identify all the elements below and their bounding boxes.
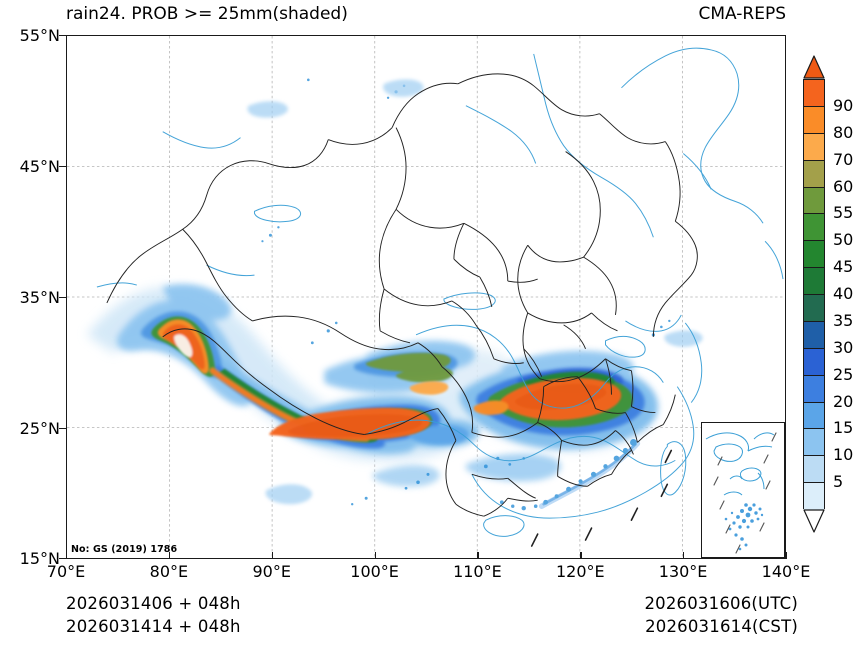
xtick-label-140e: 140°E (761, 562, 811, 581)
colorbar-swatch[interactable] (804, 214, 824, 242)
xtick-label-100e: 100°E (350, 562, 399, 581)
xtick-label-70e: 70°E (46, 562, 86, 581)
colorbar-swatch[interactable] (804, 483, 824, 510)
xtick-mark-110e (477, 552, 479, 559)
hydrography (96, 47, 784, 537)
colorbar-under-arrow-icon (803, 509, 825, 533)
ytick-label-45n: 45°N (19, 157, 60, 176)
colorbar-label: 10 (833, 445, 854, 465)
colorbar-swatch[interactable] (804, 268, 824, 295)
map-plot-area[interactable]: No: GS (2019) 1786 (66, 35, 786, 559)
xtick-mark-70e (66, 552, 68, 559)
colorbar-swatch[interactable] (804, 429, 824, 457)
colorbar-swatches[interactable] (803, 79, 825, 510)
colorbar-swatch[interactable] (804, 106, 824, 134)
xtick-mark-100e (374, 552, 376, 559)
footer-init-cst: 2026031414 + 048h (66, 617, 241, 636)
xtick-mark-90e (271, 552, 274, 559)
model-label: CMA-REPS (698, 4, 786, 24)
map-credit: No: GS (2019) 1786 (71, 544, 178, 555)
probability-colorbar[interactable]: 90 80 70 60 55 50 45 40 35 30 25 20 15 10 5 (803, 55, 853, 533)
footer-init-utc: 2026031406 + 048h (66, 594, 241, 613)
ytick-label-25n: 25°N (19, 419, 60, 438)
ytick-label-55n: 55°N (19, 26, 60, 45)
footer-row-utc: 2026031406 + 048h 2026031606(UTC) (0, 592, 860, 615)
colorbar-label: 90 (833, 95, 854, 115)
ytick-mark-55n (59, 35, 66, 37)
colorbar-swatch[interactable] (804, 402, 824, 430)
colorbar-swatch[interactable] (804, 348, 824, 376)
colorbar-label: 55 (833, 203, 854, 223)
xtick-mark-130e (683, 552, 685, 559)
colorbar-over-arrow-icon (803, 55, 825, 79)
xtick-mark-80e (168, 552, 171, 559)
colorbar-swatch[interactable] (804, 295, 824, 322)
colorbar-swatch[interactable] (804, 241, 824, 269)
colorbar-swatch[interactable] (804, 456, 824, 484)
footer-valid-cst: 2026031614(CST) (645, 617, 798, 636)
colorbar-label: 40 (833, 284, 854, 303)
colorbar-label: 70 (833, 149, 854, 169)
administrative-boundaries (106, 73, 698, 547)
probability-shading (86, 78, 703, 511)
colorbar-swatch[interactable] (804, 321, 824, 349)
colorbar-label: 20 (833, 391, 854, 411)
colorbar-label: 25 (833, 364, 854, 384)
colorbar-label: 45 (833, 257, 854, 277)
colorbar-swatch[interactable] (804, 133, 824, 161)
colorbar-label: 60 (833, 176, 854, 196)
ytick-mark-25n (59, 428, 66, 430)
xtick-label-120e: 120°E (555, 562, 605, 581)
colorbar-label: 50 (833, 230, 854, 250)
colorbar-label: 80 (833, 122, 854, 142)
footer-block: 2026031406 + 048h 2026031606(UTC) 202603… (0, 592, 860, 638)
xtick-label-110e: 110°E (453, 562, 502, 581)
footer-row-cst: 2026031414 + 048h 2026031614(CST) (0, 615, 860, 638)
colorbar-label: 35 (833, 310, 854, 330)
xtick-label-90e: 90°E (252, 562, 291, 581)
colorbar-swatch[interactable] (804, 187, 824, 215)
ytick-mark-15n (59, 558, 66, 560)
ytick-mark-45n (59, 166, 66, 168)
south-china-sea-inset (701, 422, 785, 558)
colorbar-swatch[interactable] (804, 160, 824, 188)
ytick-mark-35n (59, 297, 66, 299)
page-title: rain24. PROB >= 25mm(shaded) (66, 4, 348, 24)
colorbar-swatch[interactable] (804, 375, 824, 403)
footer-valid-utc: 2026031606(UTC) (644, 594, 798, 613)
colorbar-label: 15 (833, 418, 854, 438)
colorbar-label: 30 (833, 337, 854, 357)
xtick-label-130e: 130°E (658, 562, 708, 581)
ytick-label-35n: 35°N (19, 288, 60, 307)
map-canvas (67, 36, 785, 558)
ytick-label-15n: 15°N (19, 549, 60, 568)
xtick-label-80e: 80°E (149, 562, 189, 581)
xtick-mark-140e (786, 552, 788, 559)
inset-canvas (705, 432, 777, 554)
xtick-mark-120e (580, 552, 582, 559)
colorbar-swatch[interactable] (804, 80, 824, 107)
colorbar-label: 5 (833, 472, 844, 492)
